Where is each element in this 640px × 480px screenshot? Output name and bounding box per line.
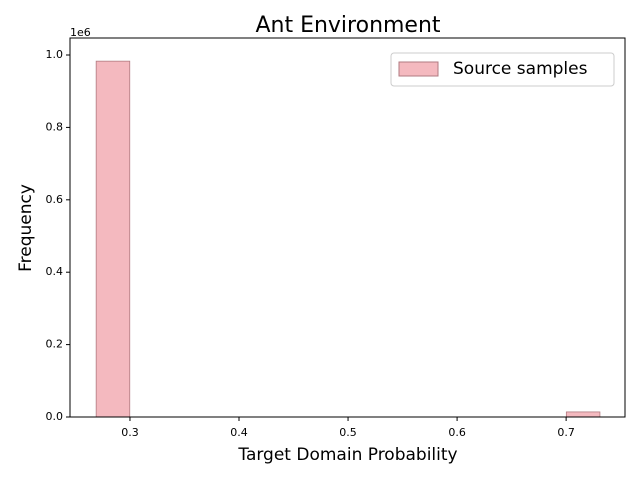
x-tick-label: 0.3 <box>121 426 139 439</box>
legend-box <box>390 52 615 87</box>
x-tick-label: 0.5 <box>339 426 357 439</box>
x-axis-label: Target Domain Probability <box>237 445 457 465</box>
legend-label: Source samples <box>453 59 588 79</box>
y-tick-label: 0.2 <box>46 338 64 351</box>
x-tick-label: 0.4 <box>230 426 248 439</box>
y-tick-label: 0.4 <box>46 265 64 278</box>
plot-frame <box>69 37 626 418</box>
x-tick-label: 0.6 <box>448 426 466 439</box>
chart-title: Ant Environment <box>255 13 440 38</box>
y-offset-label: 1e6 <box>70 26 91 39</box>
y-axis-label: Frequency <box>16 184 36 272</box>
histogram-bar <box>565 411 601 418</box>
y-tick-label: 1.0 <box>46 48 64 61</box>
y-tick-label: 0.6 <box>46 193 64 206</box>
legend-swatch <box>398 61 439 77</box>
histogram-bar <box>95 60 131 418</box>
y-tick-label: 0.0 <box>46 410 64 423</box>
y-tick-label: 0.8 <box>46 120 64 133</box>
x-tick-label: 0.7 <box>557 426 575 439</box>
